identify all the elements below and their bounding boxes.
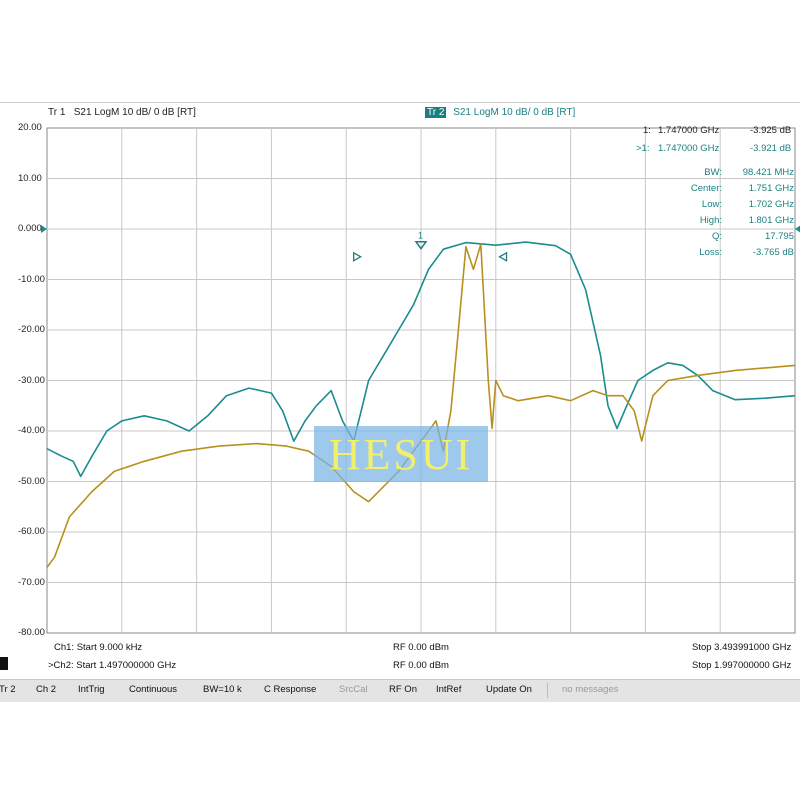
y-tick-label: 10.00	[18, 172, 42, 184]
trace-tr1	[46, 243, 796, 568]
y-tick-label: -80.00	[18, 627, 45, 638]
graticule	[41, 127, 800, 634]
y-tick-label: 0.000	[18, 223, 42, 234]
softkey-rf-power[interactable]: RF On	[389, 684, 417, 695]
y-tick-label: -40.00	[18, 425, 45, 436]
stat-label: Low:	[701, 199, 722, 210]
marker1-ch2-value: -3.921 dB	[750, 143, 792, 154]
marker1-ch2-freq: 1.747000 GHz	[658, 143, 720, 154]
y-tick-label: -10.00	[18, 273, 45, 285]
stat-label: Q:	[711, 231, 722, 242]
tr2-label: Tr 2	[425, 107, 447, 118]
watermark-text: HESUI	[328, 429, 474, 479]
y-tick-label: -20.00	[18, 324, 45, 335]
stat-value: -3.765 dB	[752, 247, 794, 258]
markers: 1	[353, 231, 508, 262]
traces	[46, 241, 796, 568]
stat-value: 1.801 GHz	[748, 215, 794, 226]
marker1-ch1-freq: 1.747000 GHz	[658, 125, 720, 136]
stat-label: High:	[699, 215, 722, 226]
y-tick-label: 20.00	[18, 122, 42, 133]
ch1-stop: Stop 3.493991000 GHz	[692, 642, 792, 653]
y-tick-label: -60.00	[18, 526, 45, 537]
stat-value: 1.702 GHz	[748, 199, 794, 210]
softkey-update[interactable]: Update On	[486, 684, 532, 695]
ch1-rf-power: RF 0.00 dBm	[393, 642, 449, 653]
bandwidth-marker-left	[353, 251, 362, 262]
marker-1-triangle	[414, 240, 428, 250]
active-channel-tab[interactable]	[0, 657, 8, 670]
stat-label: Loss:	[699, 247, 722, 258]
reference-level-right	[795, 225, 800, 233]
ch1-start: Ch1: Start 9.000 kHz	[54, 642, 143, 653]
softkey-reference[interactable]: IntRef	[436, 684, 462, 695]
reference-level-left	[41, 225, 47, 233]
trace-tr2	[46, 241, 796, 478]
tr2-header[interactable]: Tr 2 S21 LogM 10 dB/ 0 dB [RT]	[425, 107, 575, 118]
bandwidth-marker-right	[498, 251, 508, 262]
softkey-calibration[interactable]: C Response	[264, 684, 317, 695]
stat-value: 1.751 GHz	[748, 183, 794, 194]
ch2-start: >Ch2: Start 1.497000000 GHz	[48, 660, 177, 671]
tr1-header[interactable]: Tr 1 S21 LogM 10 dB/ 0 dB [RT]	[48, 107, 196, 118]
softkey-bar: Tr 2 Ch 2 IntTrig Continuous BW=10 k C R…	[0, 679, 800, 702]
tr1-format: S21 LogM 10 dB/ 0 dB [RT]	[73, 107, 196, 118]
tr1-label: Tr 1	[48, 107, 66, 118]
status-message: no messages	[562, 684, 619, 695]
y-tick-label: -50.00	[18, 475, 45, 487]
y-tick-label: -30.00	[18, 374, 45, 386]
softkey-trace[interactable]: Tr 2	[0, 684, 16, 695]
softkey-source-cal[interactable]: SrcCal	[339, 684, 368, 695]
ch2-rf-power: RF 0.00 dBm	[393, 660, 449, 671]
softkey-channel[interactable]: Ch 2	[36, 684, 57, 695]
marker-1-number: 1	[418, 231, 423, 241]
softkey-if-bandwidth[interactable]: BW=10 k	[203, 684, 242, 695]
ch2-stop: Stop 1.997000000 GHz	[692, 660, 792, 671]
marker1-ch1-label: 1:	[643, 125, 651, 136]
watermark: HESUI	[314, 426, 488, 482]
softkey-separator	[547, 683, 548, 698]
stat-value: 98.421 MHz	[742, 167, 794, 178]
softkey-trigger[interactable]: IntTrig	[78, 684, 105, 695]
marker1-ch1-value: -3.925 dB	[750, 125, 792, 136]
tr2-format: S21 LogM 10 dB/ 0 dB [RT]	[453, 107, 576, 118]
stat-label: BW:	[704, 167, 722, 178]
y-tick-label: -70.00	[18, 576, 45, 588]
stat-value: 17.795	[764, 231, 794, 242]
softkey-sweep-mode[interactable]: Continuous	[129, 684, 178, 695]
vna-display: Tr 1 S21 LogM 10 dB/ 0 dB [RT] Tr 2 S21 …	[0, 102, 800, 701]
trace-plot[interactable]: 1	[0, 103, 800, 643]
stat-label: Center:	[690, 183, 722, 194]
marker1-ch2-label: >1:	[636, 143, 650, 154]
